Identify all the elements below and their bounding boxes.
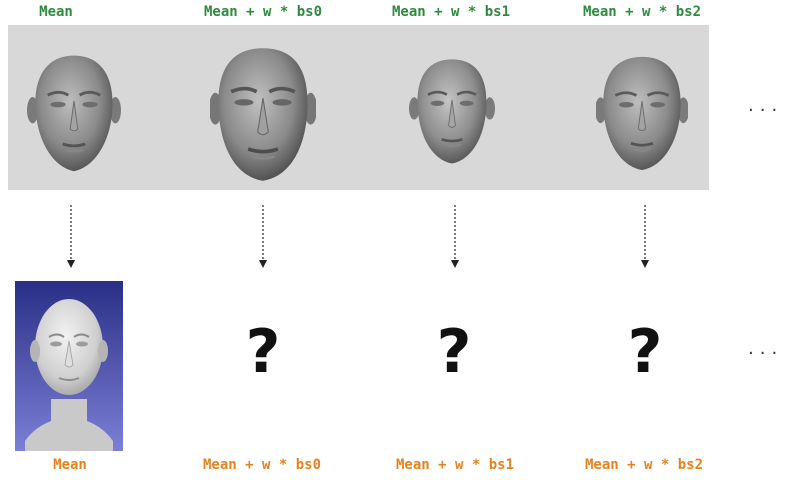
ellipsis-top: ...: [748, 95, 784, 116]
top-label-bs0: Mean + w * bs0: [203, 4, 323, 20]
ellipsis-bottom: ...: [748, 338, 784, 359]
face-mesh-icon: [596, 56, 688, 171]
dotted-down-arrow-icon: [67, 205, 75, 268]
face-mesh-icon: [27, 55, 121, 172]
dotted-down-arrow-icon: [259, 205, 267, 268]
rendered-face-icon: [15, 281, 123, 451]
top-label-bs1: Mean + w * bs1: [391, 4, 511, 20]
unknown-mark-bs0: ?: [245, 317, 281, 387]
dotted-down-arrow-icon: [641, 205, 649, 268]
face-mesh-icon: [210, 48, 316, 181]
bottom-label-bs1: Mean + w * bs1: [395, 457, 515, 473]
bottom-label-bs0: Mean + w * bs0: [202, 457, 322, 473]
dotted-down-arrow-icon: [451, 205, 459, 268]
bottom-label-bs2: Mean + w * bs2: [584, 457, 704, 473]
unknown-mark-bs2: ?: [627, 317, 663, 387]
unknown-mark-bs1: ?: [436, 317, 472, 387]
bottom-label-mean: Mean: [53, 457, 87, 473]
top-label-mean: Mean: [39, 4, 73, 20]
face-mesh-row: [8, 25, 709, 190]
top-label-bs2: Mean + w * bs2: [582, 4, 702, 20]
face-mesh-icon: [409, 59, 495, 164]
